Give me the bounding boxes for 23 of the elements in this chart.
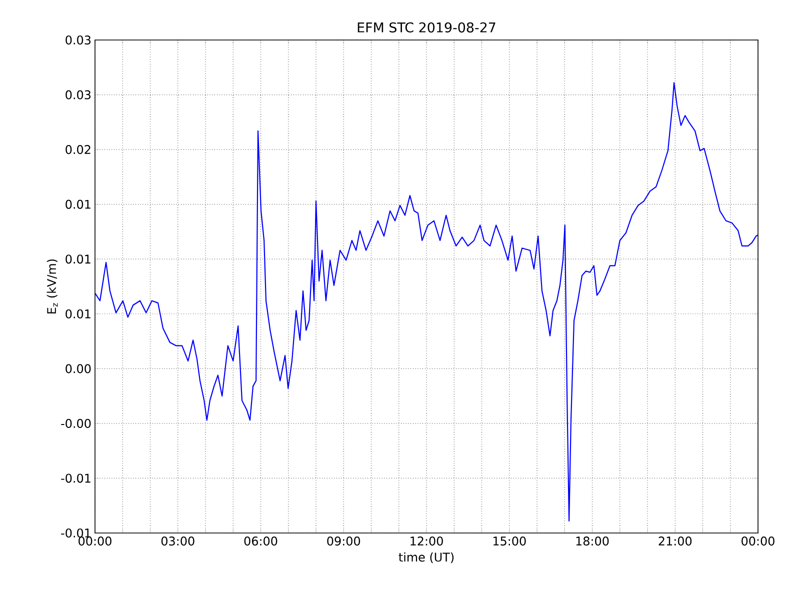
y-tick-label: -0.00 <box>61 418 91 428</box>
x-tick-label: 21:00 <box>658 536 692 546</box>
y-tick-label: 0.01 <box>66 200 90 209</box>
y-tick-label: 0.00 <box>66 364 91 374</box>
y-tick-label: 0.01 <box>66 254 90 264</box>
x-tick-label: 12:00 <box>410 536 443 546</box>
chart-title: EFM STC 2019-08-27 <box>358 22 496 32</box>
x-tick-label: 00:00 <box>742 536 774 546</box>
x-tick-label: 06:00 <box>244 536 278 546</box>
y-tick-label: 0.02 <box>66 145 90 154</box>
y-tick-label: 0.03 <box>66 90 91 100</box>
y-tick-label: -0.01 <box>61 474 90 483</box>
x-tick-label: 15:00 <box>493 536 526 546</box>
x-tick-label: 09:00 <box>327 536 360 546</box>
y-tick-label: 0.03 <box>66 35 91 45</box>
y-axis-title: E$_{z}$ (kV/m) <box>46 259 58 314</box>
x-tick-label: 00:00 <box>78 536 112 546</box>
x-tick-label: 03:00 <box>161 536 194 546</box>
y-tick-label: 0.01 <box>66 309 90 318</box>
x-tick-label: 18:00 <box>576 536 609 546</box>
line-series <box>95 82 758 522</box>
y-tick-label: -0.01 <box>61 528 90 538</box>
x-axis-title: time (UT) <box>398 552 454 564</box>
